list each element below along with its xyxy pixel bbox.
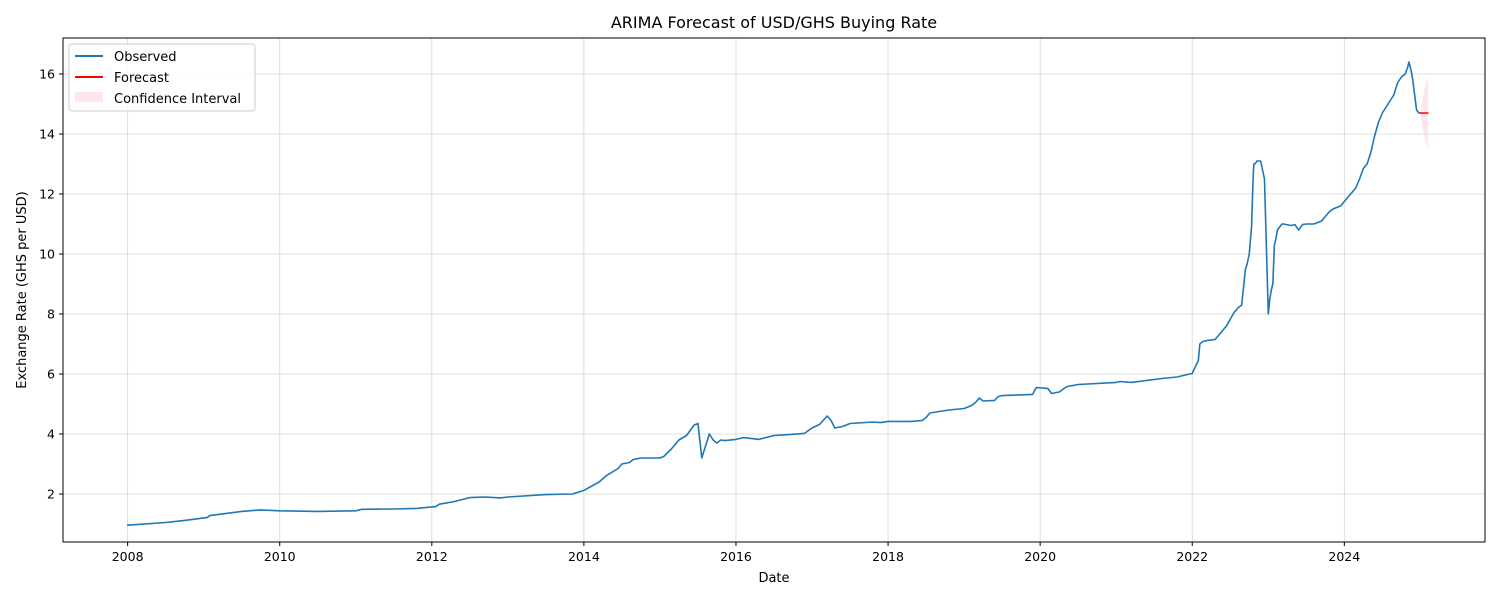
legend: Observed Forecast Confidence Interval (68, 43, 256, 112)
series-layer (126, 61, 1429, 527)
x-tick-label: 2010 (264, 549, 296, 564)
y-tick-label: 6 (47, 367, 55, 382)
plot-frame (62, 37, 1486, 543)
y-axis: 2 4 6 8 10 12 14 16 (39, 67, 63, 502)
legend-box (68, 43, 256, 112)
y-tick-label: 4 (47, 427, 55, 442)
legend-confidence-label: Confidence Interval (114, 92, 241, 107)
y-tick-label: 8 (47, 307, 55, 322)
x-tick-label: 2012 (416, 549, 448, 564)
x-tick-label: 2018 (872, 549, 904, 564)
x-tick-label: 2008 (112, 549, 144, 564)
x-tick-label: 2020 (1024, 549, 1056, 564)
y-tick-label: 2 (47, 487, 55, 502)
x-axis: 2008 2010 2012 2014 2016 2018 2020 2022 2024 (112, 542, 1360, 564)
x-tick-label: 2024 (1328, 549, 1360, 564)
chart-title: ARIMA Forecast of USD/GHS Buying Rate (611, 13, 937, 32)
legend-confidence-swatch (75, 92, 103, 102)
y-tick-label: 14 (39, 127, 55, 142)
x-tick-label: 2014 (568, 549, 600, 564)
y-axis-label: Exchange Rate (GHS per USD) (15, 191, 30, 388)
x-tick-label: 2022 (1176, 549, 1208, 564)
legend-observed-label: Observed (114, 50, 177, 65)
y-tick-label: 16 (39, 67, 55, 82)
grid (63, 38, 1485, 542)
y-tick-label: 10 (39, 247, 55, 262)
x-axis-label: Date (758, 571, 789, 586)
series-line-observed (126, 61, 1422, 527)
y-tick-label: 12 (39, 187, 55, 202)
x-tick-label: 2016 (720, 549, 752, 564)
legend-forecast-label: Forecast (114, 71, 169, 86)
